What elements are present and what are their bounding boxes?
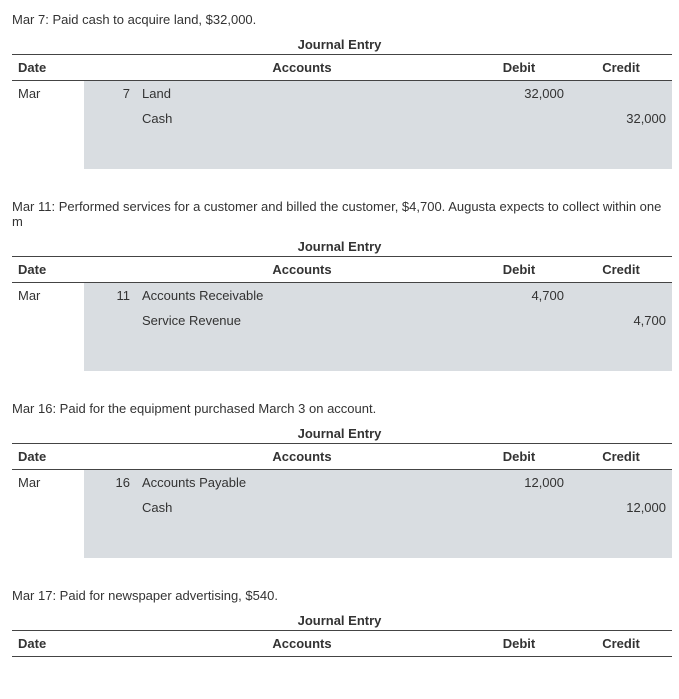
cell-debit: 12,000 [468, 470, 570, 496]
journal-line: Mar7Land32,000 [12, 81, 672, 107]
header-day [84, 444, 136, 470]
journal-line: Cash 32,000 [12, 106, 672, 131]
header-credit: Credit [570, 55, 672, 81]
cell-credit: 12,000 [570, 495, 672, 520]
cell-account: Service Revenue [136, 308, 468, 333]
cell-month [12, 106, 84, 131]
cell-debit: 32,000 [468, 81, 570, 107]
journal-entry-block: Mar 7: Paid cash to acquire land, $32,00… [12, 12, 667, 169]
cell-month [12, 495, 84, 520]
cell-account: Land [136, 81, 468, 107]
journal-line: Mar16Accounts Payable12,000 [12, 470, 672, 496]
header-accounts: Accounts [136, 257, 468, 283]
journal-entry-block: Mar 11: Performed services for a custome… [12, 199, 667, 371]
cell-credit: 32,000 [570, 106, 672, 131]
entry-description: Mar 17: Paid for newspaper advertising, … [12, 588, 667, 603]
cell-debit [468, 308, 570, 333]
entry-description: Mar 7: Paid cash to acquire land, $32,00… [12, 12, 667, 27]
header-date: Date [12, 55, 84, 81]
header-accounts: Accounts [136, 55, 468, 81]
cell-account: Accounts Payable [136, 470, 468, 496]
cell-debit [468, 106, 570, 131]
header-debit: Debit [468, 55, 570, 81]
header-debit: Debit [468, 444, 570, 470]
journal-entry-title: Journal Entry [12, 37, 667, 52]
journal-line: Service Revenue 4,700 [12, 308, 672, 333]
entry-description: Mar 11: Performed services for a custome… [12, 199, 667, 229]
journal-entry-table: DateAccountsDebitCreditMar7Land32,000Cas… [12, 54, 672, 169]
header-accounts: Accounts [136, 444, 468, 470]
cell-debit: 4,700 [468, 283, 570, 309]
entry-description: Mar 16: Paid for the equipment purchased… [12, 401, 667, 416]
cell-credit [570, 470, 672, 496]
cell-credit [570, 81, 672, 107]
spacer-row [12, 333, 672, 371]
spacer-row [12, 131, 672, 169]
spacer-row [12, 520, 672, 558]
cell-month: Mar [12, 470, 84, 496]
journal-entry-title: Journal Entry [12, 613, 667, 628]
header-day [84, 55, 136, 81]
cell-day: 7 [84, 81, 136, 107]
cell-day [84, 106, 136, 131]
journal-entry-title: Journal Entry [12, 426, 667, 441]
header-debit: Debit [468, 257, 570, 283]
header-date: Date [12, 257, 84, 283]
header-day [84, 257, 136, 283]
cell-credit [570, 283, 672, 309]
journal-entry-table: DateAccountsDebitCreditMar11Accounts Rec… [12, 256, 672, 371]
cell-month: Mar [12, 283, 84, 309]
journal-entry-title: Journal Entry [12, 239, 667, 254]
cell-account: Cash [136, 106, 468, 131]
header-date: Date [12, 444, 84, 470]
journal-line: Cash 12,000 [12, 495, 672, 520]
header-credit: Credit [570, 444, 672, 470]
cell-account: Accounts Receivable [136, 283, 468, 309]
cell-account: Cash [136, 495, 468, 520]
cell-day: 16 [84, 470, 136, 496]
journal-entry-table: DateAccountsDebitCreditMar16Accounts Pay… [12, 443, 672, 558]
journal-entry-block: Mar 17: Paid for newspaper advertising, … [12, 588, 667, 657]
header-credit: Credit [570, 257, 672, 283]
cell-credit: 4,700 [570, 308, 672, 333]
cell-day [84, 495, 136, 520]
cell-day: 11 [84, 283, 136, 309]
journal-line: Mar11Accounts Receivable4,700 [12, 283, 672, 309]
cell-day [84, 308, 136, 333]
cell-month [12, 308, 84, 333]
cell-debit [468, 495, 570, 520]
journal-entry-block: Mar 16: Paid for the equipment purchased… [12, 401, 667, 558]
cell-month: Mar [12, 81, 84, 107]
